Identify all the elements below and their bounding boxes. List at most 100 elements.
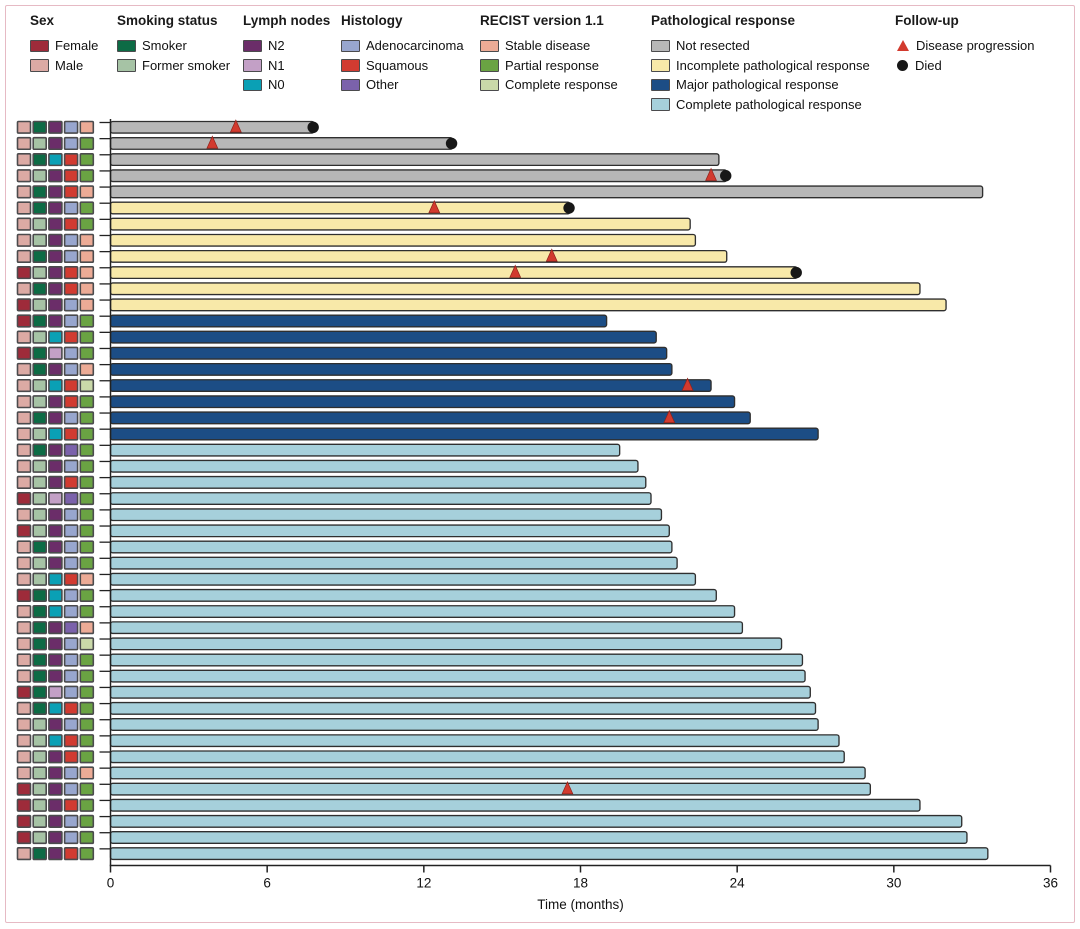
attr-square-histology [63,427,79,441]
attr-square-histology [63,282,79,296]
legend-item-label: Other [366,77,399,93]
attr-square-lymph-nodes [48,217,63,231]
attr-square-lymph-nodes [48,298,63,312]
patient-bar [109,379,712,393]
progression-marker [545,248,558,262]
died-marker [790,266,802,279]
patient-bar [109,185,984,199]
attr-square-sex [16,120,32,134]
attr-square-smoking [32,653,48,667]
attr-square-sex [16,475,32,490]
patient-bar [109,153,720,167]
attr-square-lymph-nodes [48,411,63,425]
patient-bar [109,556,678,570]
attr-square-smoking [32,847,48,861]
attr-square-sex [16,314,32,328]
attr-square-sex [16,443,32,457]
legend-item-label: Stable disease [505,38,591,54]
legend-item-label: Smoker [142,38,187,54]
attr-square-sex [16,169,32,183]
attr-square-lymph-nodes [48,233,63,247]
attr-square-smoking [32,185,48,199]
attr-square-lymph-nodes [48,588,63,602]
attr-square-recist [79,233,95,247]
attr-square-recist [79,475,95,490]
attr-square-smoking [32,411,48,425]
attr-square-lymph-nodes [48,717,63,732]
attr-square-sex [16,265,32,280]
attr-square-smoking [32,346,48,360]
attr-square-sex [16,798,32,812]
legend-swatch [341,39,360,52]
attr-square-smoking [32,798,48,812]
attr-square-sex [16,524,32,538]
attr-square-recist [79,411,95,425]
legend-item-label: N2 [268,38,285,54]
legend-group-title: Smoking status [117,13,218,28]
attr-square-sex [16,701,32,715]
patient-bar [109,508,663,522]
attr-square-recist [79,572,95,586]
legend-swatch [651,59,670,72]
attr-square-lymph-nodes [48,750,63,764]
attr-square-lymph-nodes [48,669,63,683]
attr-square-lymph-nodes [48,314,63,328]
attr-square-smoking [32,475,48,490]
attr-square-lymph-nodes [48,701,63,715]
attr-square-smoking [32,830,48,845]
patient-bar [109,346,668,360]
attr-square-histology [63,120,79,134]
legend-item: Disease progression [895,36,1035,56]
attr-square-histology [63,653,79,667]
attr-square-recist [79,120,95,134]
attr-square-sex [16,282,32,296]
patient-bar [109,718,819,732]
attr-square-histology [63,249,79,264]
legend-item-label: Incomplete pathological response [676,57,870,73]
attr-square-recist [79,459,95,473]
attr-square-lymph-nodes [48,152,63,167]
progression-marker [428,199,441,214]
attr-square-sex [16,653,32,667]
legend-item-label: Female [55,38,99,54]
patient-bar [109,524,670,538]
attr-square-smoking [32,169,48,183]
attr-square-sex [16,411,32,425]
attr-square-smoking [32,814,48,828]
attr-square-smoking [32,685,48,699]
legend-swatch [341,78,360,91]
legend-item-label: N1 [268,57,285,73]
attr-square-histology [63,298,79,312]
attr-square-histology [63,136,79,151]
x-axis-tick-label: 6 [263,876,271,891]
attr-square-recist [79,588,95,602]
patient-bar [109,249,728,263]
attr-square-sex [16,185,32,199]
patient-bar [109,427,819,441]
attr-square-lymph-nodes [48,556,63,570]
attr-square-recist [79,265,95,280]
legend-item: Complete pathological response [651,95,870,115]
attr-square-smoking [32,298,48,312]
x-axis-tick-label: 30 [886,876,901,891]
attr-square-lymph-nodes [48,330,63,344]
patient-bar [109,637,783,651]
attr-square-sex [16,330,32,344]
attr-square-histology [63,669,79,683]
attr-square-lymph-nodes [48,637,63,651]
attr-square-recist [79,621,95,635]
patient-bar [109,701,817,715]
attr-square-lymph-nodes [48,120,63,134]
attr-square-lymph-nodes [48,653,63,667]
attr-square-recist [79,443,95,457]
legend-swatch [30,59,49,72]
progression-marker [681,377,694,391]
attr-square-lymph-nodes [48,830,63,845]
patient-bar [109,782,872,796]
progression-marker [705,167,717,181]
attr-square-smoking [32,508,48,522]
attr-square-smoking [32,766,48,780]
legend-swatch [243,39,262,52]
attr-square-smoking [32,314,48,328]
